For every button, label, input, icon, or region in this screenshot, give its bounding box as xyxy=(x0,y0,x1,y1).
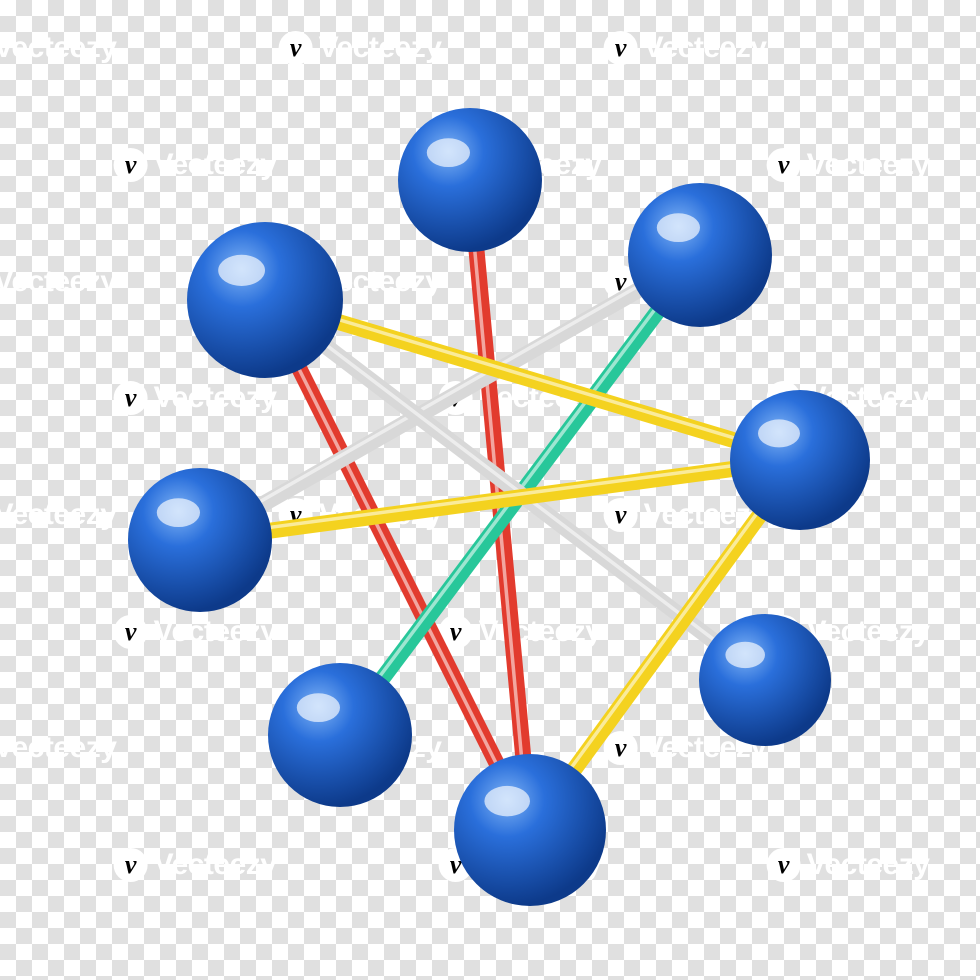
network-node xyxy=(730,390,870,530)
network-node xyxy=(268,663,412,807)
network-node xyxy=(454,754,606,906)
network-diagram xyxy=(0,0,980,980)
network-node xyxy=(128,468,272,612)
network-node xyxy=(699,614,831,746)
network-node xyxy=(628,183,772,327)
network-node xyxy=(398,108,542,252)
network-node xyxy=(187,222,343,378)
